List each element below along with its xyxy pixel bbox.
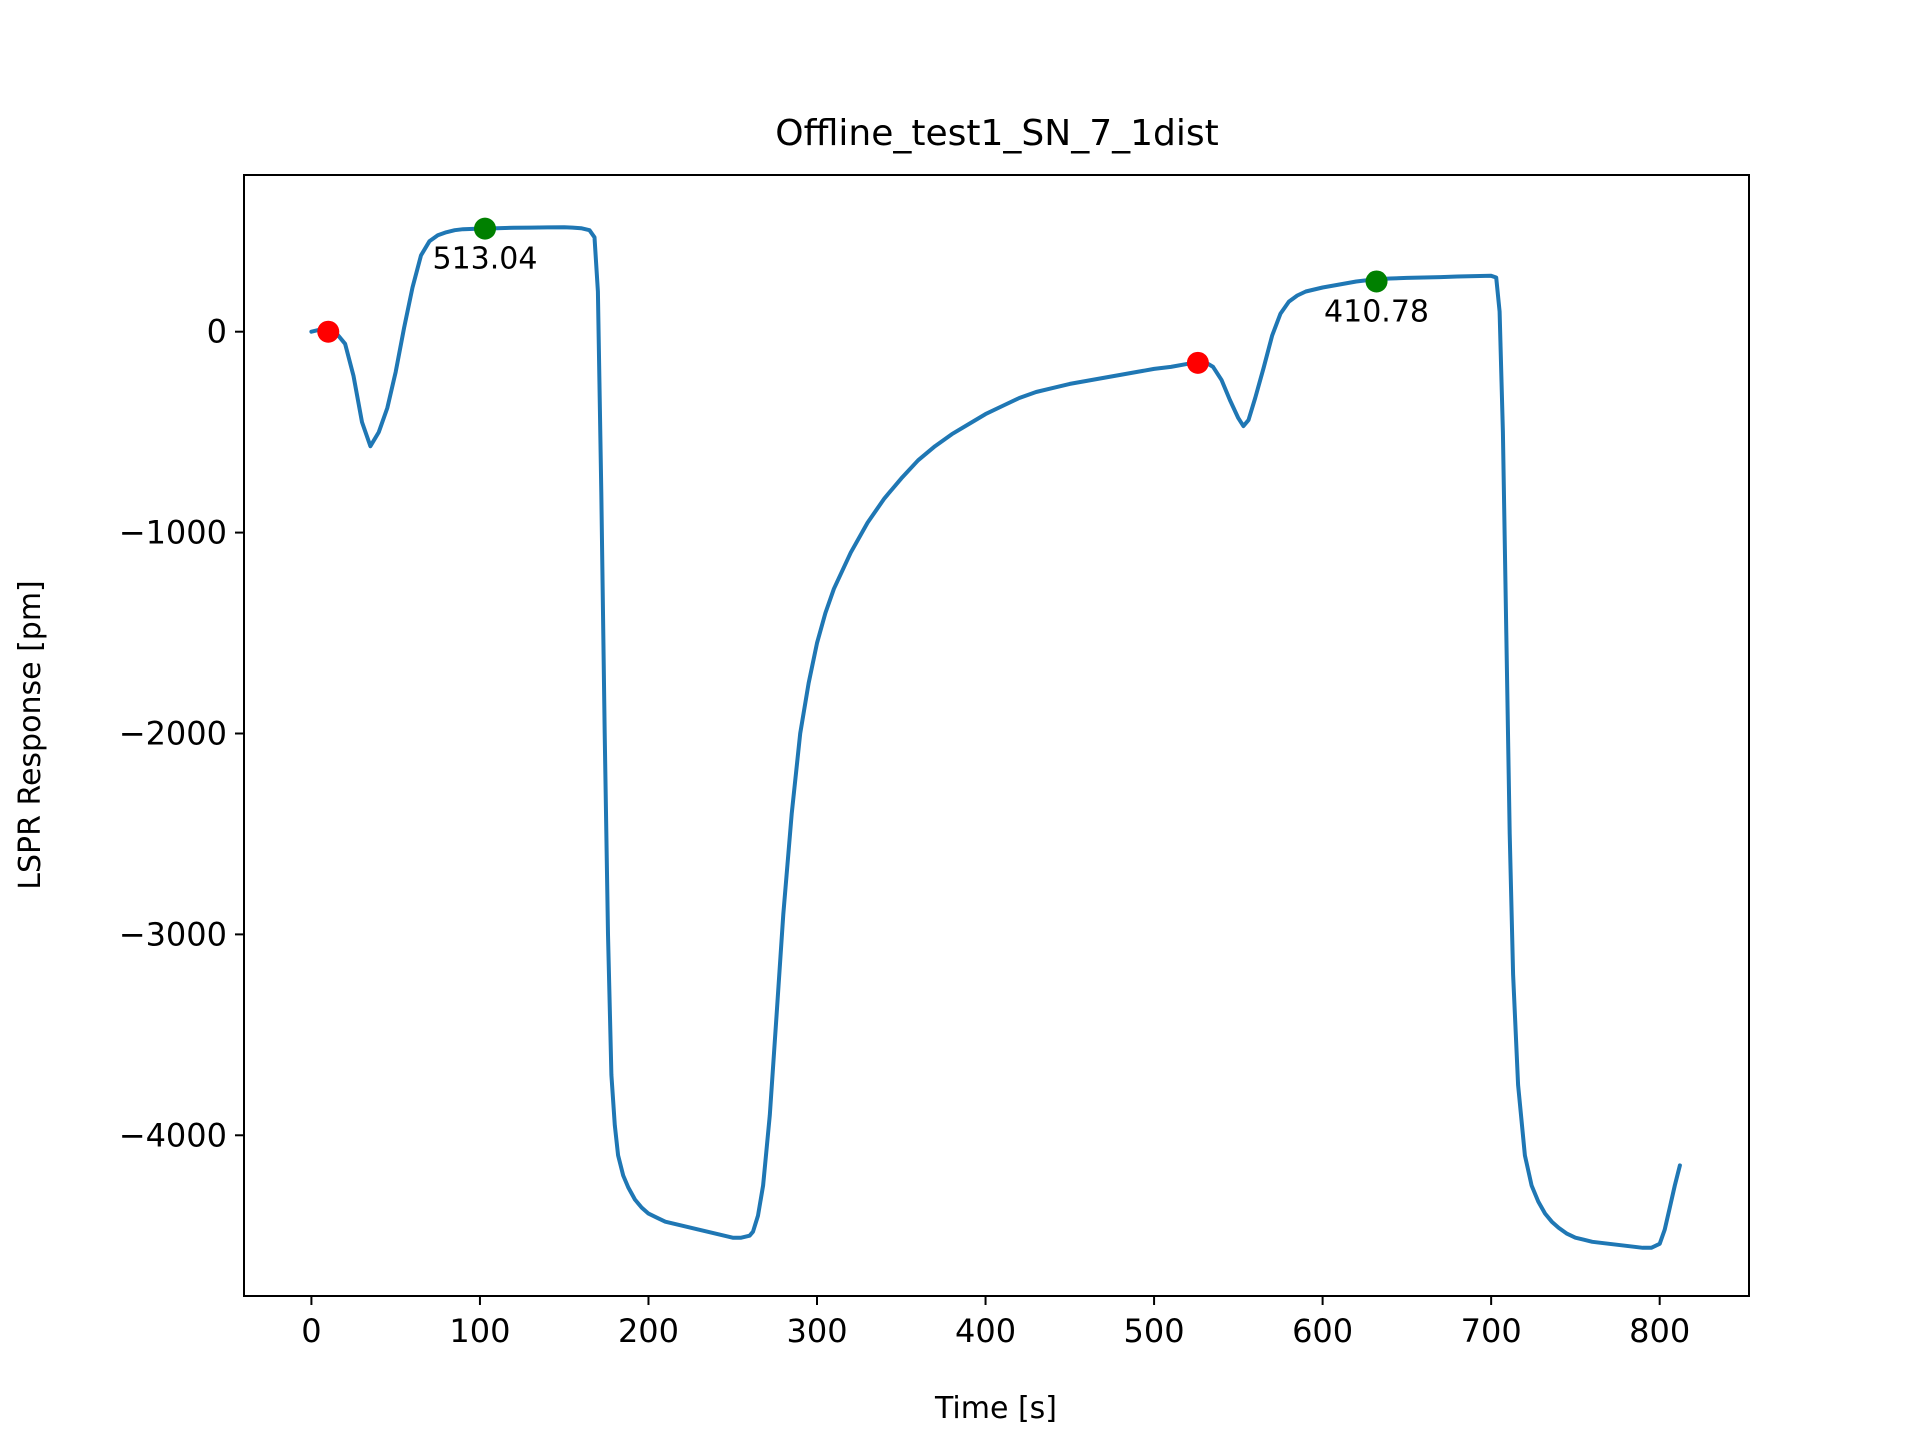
x-tick-label: 800 bbox=[1629, 1312, 1690, 1350]
x-tick-label: 600 bbox=[1292, 1312, 1353, 1350]
series-line-0 bbox=[309, 225, 1682, 1250]
plot-frame bbox=[243, 174, 1750, 1297]
x-axis-label: Time [s] bbox=[934, 1391, 1057, 1426]
marker-point-0 bbox=[317, 320, 340, 343]
x-tick-label: 700 bbox=[1461, 1312, 1522, 1350]
x-tick-label: 0 bbox=[301, 1312, 321, 1350]
x-tick-label: 300 bbox=[786, 1312, 847, 1350]
chart-title: Offline_test1_SN_7_1dist bbox=[775, 113, 1218, 154]
x-tick-label: 200 bbox=[618, 1312, 679, 1350]
x-tick-label: 400 bbox=[955, 1312, 1016, 1350]
y-tick-label: −2000 bbox=[119, 714, 227, 752]
x-tick-label: 100 bbox=[449, 1312, 510, 1350]
y-tick-label: −1000 bbox=[119, 514, 227, 552]
annotation-label-1: 410.78 bbox=[1324, 294, 1429, 329]
marker-point-3 bbox=[1365, 270, 1388, 293]
x-tick-label: 500 bbox=[1124, 1312, 1185, 1350]
annotation-label-0: 513.04 bbox=[433, 242, 538, 277]
axis-ticks: 0 100 200 300 400 500 600 700 800 0 −1000 −2000 −300… bbox=[119, 313, 1690, 1350]
y-tick-label: −4000 bbox=[119, 1116, 227, 1154]
y-tick-label: 0 bbox=[207, 313, 227, 351]
y-tick-label: −3000 bbox=[119, 915, 227, 953]
marker-point-2 bbox=[1186, 351, 1209, 374]
marker-point-1 bbox=[474, 217, 497, 240]
y-axis-label: LSPR Response [pm] bbox=[13, 580, 48, 890]
plot-area: 513.04 410.78 bbox=[309, 217, 1682, 1250]
